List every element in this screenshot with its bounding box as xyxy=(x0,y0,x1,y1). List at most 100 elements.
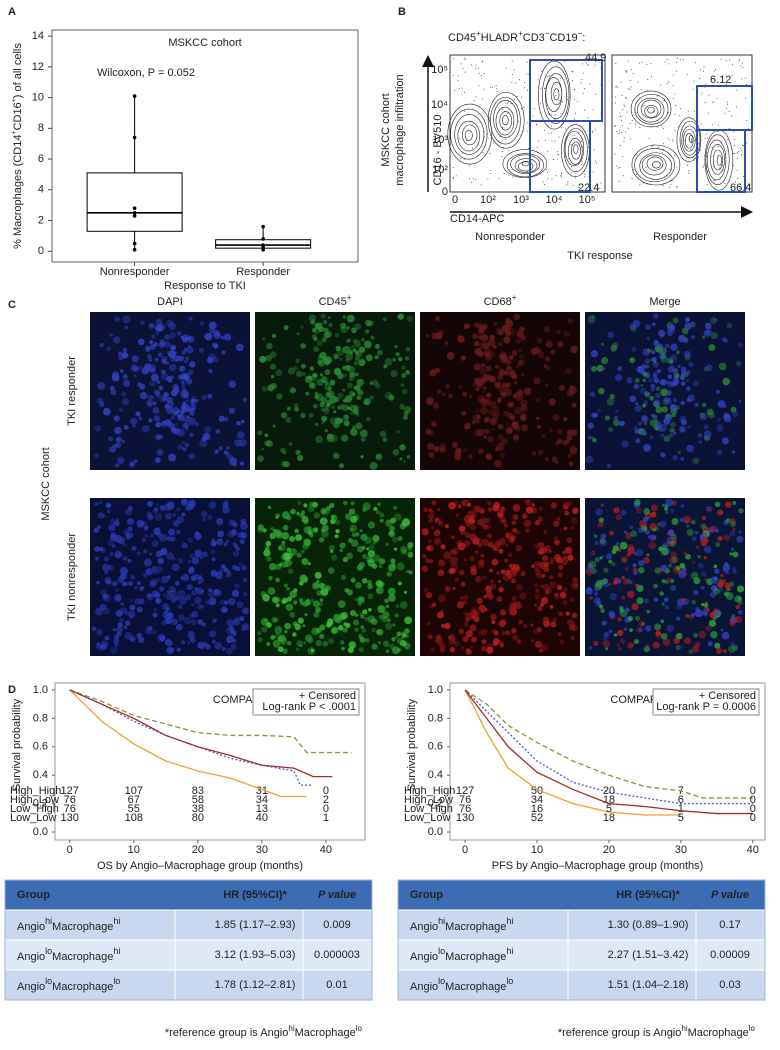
cell xyxy=(655,406,662,413)
cell xyxy=(656,386,660,390)
cell xyxy=(632,563,636,567)
cell xyxy=(475,409,479,413)
cell xyxy=(122,581,127,586)
cell xyxy=(539,551,542,554)
cell xyxy=(182,447,187,452)
event-dot xyxy=(544,184,545,185)
cell xyxy=(512,596,517,601)
column-label: CD45+ xyxy=(319,293,352,308)
cell xyxy=(501,569,506,574)
cell xyxy=(610,394,615,399)
cell xyxy=(633,320,641,328)
cell xyxy=(339,463,344,468)
y-tick-label: 1.0 xyxy=(33,684,48,696)
cell xyxy=(181,640,185,644)
cell xyxy=(431,421,437,427)
risk-count: 40 xyxy=(256,812,268,824)
cell xyxy=(673,318,679,324)
cell xyxy=(345,513,352,520)
table-header-cell: P value xyxy=(711,889,749,901)
cell xyxy=(158,434,163,439)
cell xyxy=(99,547,104,552)
cell xyxy=(300,326,303,329)
event-dot xyxy=(727,102,728,103)
cell xyxy=(376,587,384,595)
data-point xyxy=(261,237,265,241)
cell xyxy=(521,413,527,419)
cell xyxy=(639,388,646,395)
cell xyxy=(537,425,541,429)
cell xyxy=(293,600,297,604)
cell xyxy=(599,605,603,609)
cell xyxy=(340,640,344,644)
cell xyxy=(95,557,99,561)
cell xyxy=(599,517,604,522)
cell xyxy=(320,373,323,376)
event-dot xyxy=(739,60,740,61)
event-dot xyxy=(490,170,491,171)
cell xyxy=(453,587,456,590)
cell xyxy=(261,626,267,632)
cell xyxy=(358,602,362,606)
cell xyxy=(636,597,643,604)
footnote-part: Macrophage xyxy=(688,1027,749,1039)
cell xyxy=(486,454,493,461)
event-dot xyxy=(476,64,477,65)
event-dot xyxy=(481,75,482,76)
cell xyxy=(692,457,699,464)
cell xyxy=(359,562,365,568)
cell xyxy=(372,535,379,542)
cell xyxy=(593,413,598,418)
cell xyxy=(475,387,479,391)
cell xyxy=(640,430,645,435)
cell xyxy=(441,544,446,549)
cell xyxy=(395,613,399,617)
cell xyxy=(478,335,483,340)
cell xyxy=(668,529,674,535)
cell xyxy=(661,356,668,363)
cell xyxy=(613,507,619,513)
cell xyxy=(385,542,389,546)
cell xyxy=(517,331,524,338)
cell xyxy=(507,413,512,418)
event-dot xyxy=(633,169,634,170)
cell xyxy=(367,559,375,567)
cell xyxy=(215,429,220,434)
cell xyxy=(643,508,650,515)
event-dot xyxy=(551,132,552,133)
cell xyxy=(198,581,201,584)
cell xyxy=(134,459,138,463)
cell xyxy=(635,405,642,412)
cell xyxy=(122,398,129,405)
cell xyxy=(523,624,528,629)
cell xyxy=(314,612,320,618)
cell xyxy=(182,418,186,422)
cell xyxy=(493,641,498,646)
cell xyxy=(605,647,608,650)
y-tick-label: 0.6 xyxy=(33,741,48,753)
event-dot xyxy=(595,129,596,130)
cell xyxy=(662,542,669,549)
event-dot xyxy=(623,175,624,176)
event-dot xyxy=(708,113,709,114)
cell xyxy=(551,502,557,508)
event-dot xyxy=(623,141,624,142)
risk-count: 52 xyxy=(531,812,543,824)
cell xyxy=(232,590,239,597)
cell xyxy=(671,413,676,418)
cell xyxy=(153,403,156,406)
group-cell-part: lo xyxy=(438,976,445,986)
cell xyxy=(513,434,519,440)
cell xyxy=(438,330,444,336)
cell xyxy=(272,384,277,389)
cell xyxy=(660,434,664,438)
event-dot xyxy=(557,151,558,152)
event-dot xyxy=(453,177,454,178)
cell xyxy=(303,641,306,644)
event-dot xyxy=(693,89,694,90)
cell xyxy=(658,427,663,432)
event-dot xyxy=(636,113,637,114)
event-dot xyxy=(712,102,713,103)
event-dot xyxy=(739,59,740,60)
event-dot xyxy=(716,131,717,132)
